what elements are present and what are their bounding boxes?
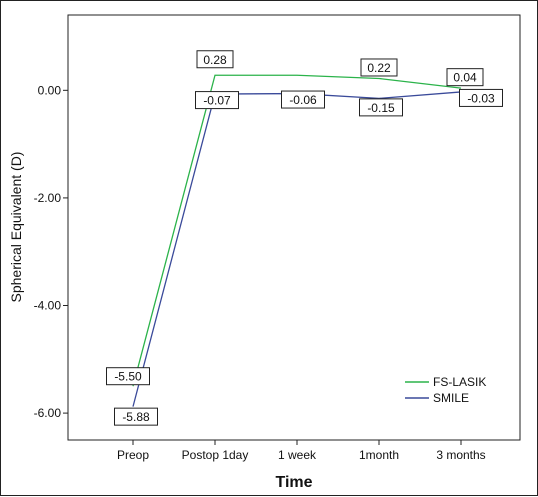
data-label: -0.15 (367, 101, 395, 115)
data-label: -5.88 (122, 410, 150, 424)
data-label: 0.28 (203, 53, 227, 67)
x-tick-label: 1month (359, 448, 399, 462)
y-tick-label: -6.00 (34, 406, 62, 420)
data-label: 0.22 (367, 61, 391, 75)
x-tick-label: 1 week (278, 448, 317, 462)
data-label-box (114, 407, 158, 426)
data-label-box (360, 58, 398, 77)
x-tick-label: Preop (117, 448, 149, 462)
series-line-fs-lasik (132, 74, 462, 387)
data-label-box (196, 50, 234, 69)
y-axis: 0.00 -2.00 -4.00 -6.00 (34, 83, 68, 420)
data-label-box (195, 91, 239, 110)
y-axis-title: Spherical Equivalent (D) (8, 152, 24, 303)
x-axis-title: Time (275, 474, 312, 491)
data-label: -0.03 (467, 91, 495, 105)
data-label-box (106, 367, 150, 386)
y-tick-label: -4.00 (34, 299, 62, 313)
data-label-box (359, 98, 403, 117)
data-label: -0.06 (289, 93, 317, 107)
legend: FS-LASIK SMILE (405, 375, 486, 405)
legend-label: FS-LASIK (433, 375, 486, 389)
data-label-box (281, 90, 325, 109)
data-label: -5.50 (114, 370, 142, 384)
data-label-box (459, 88, 503, 107)
y-tick-label: 0.00 (38, 83, 62, 97)
data-labels: -5.50 0.28 0.22 0.04 -5.88 -0.07 -0.06 -0.15 -0.… (106, 50, 503, 426)
data-label: -0.07 (203, 94, 231, 108)
data-label: 0.04 (453, 71, 477, 85)
legend-label: SMILE (433, 391, 469, 405)
data-label-box (446, 68, 484, 87)
x-axis: Preop Postop 1day 1 week 1month 3 months (117, 440, 486, 462)
x-tick-label: Postop 1day (182, 448, 249, 462)
y-tick-label: -2.00 (34, 191, 62, 205)
x-tick-label: 3 months (436, 448, 485, 462)
